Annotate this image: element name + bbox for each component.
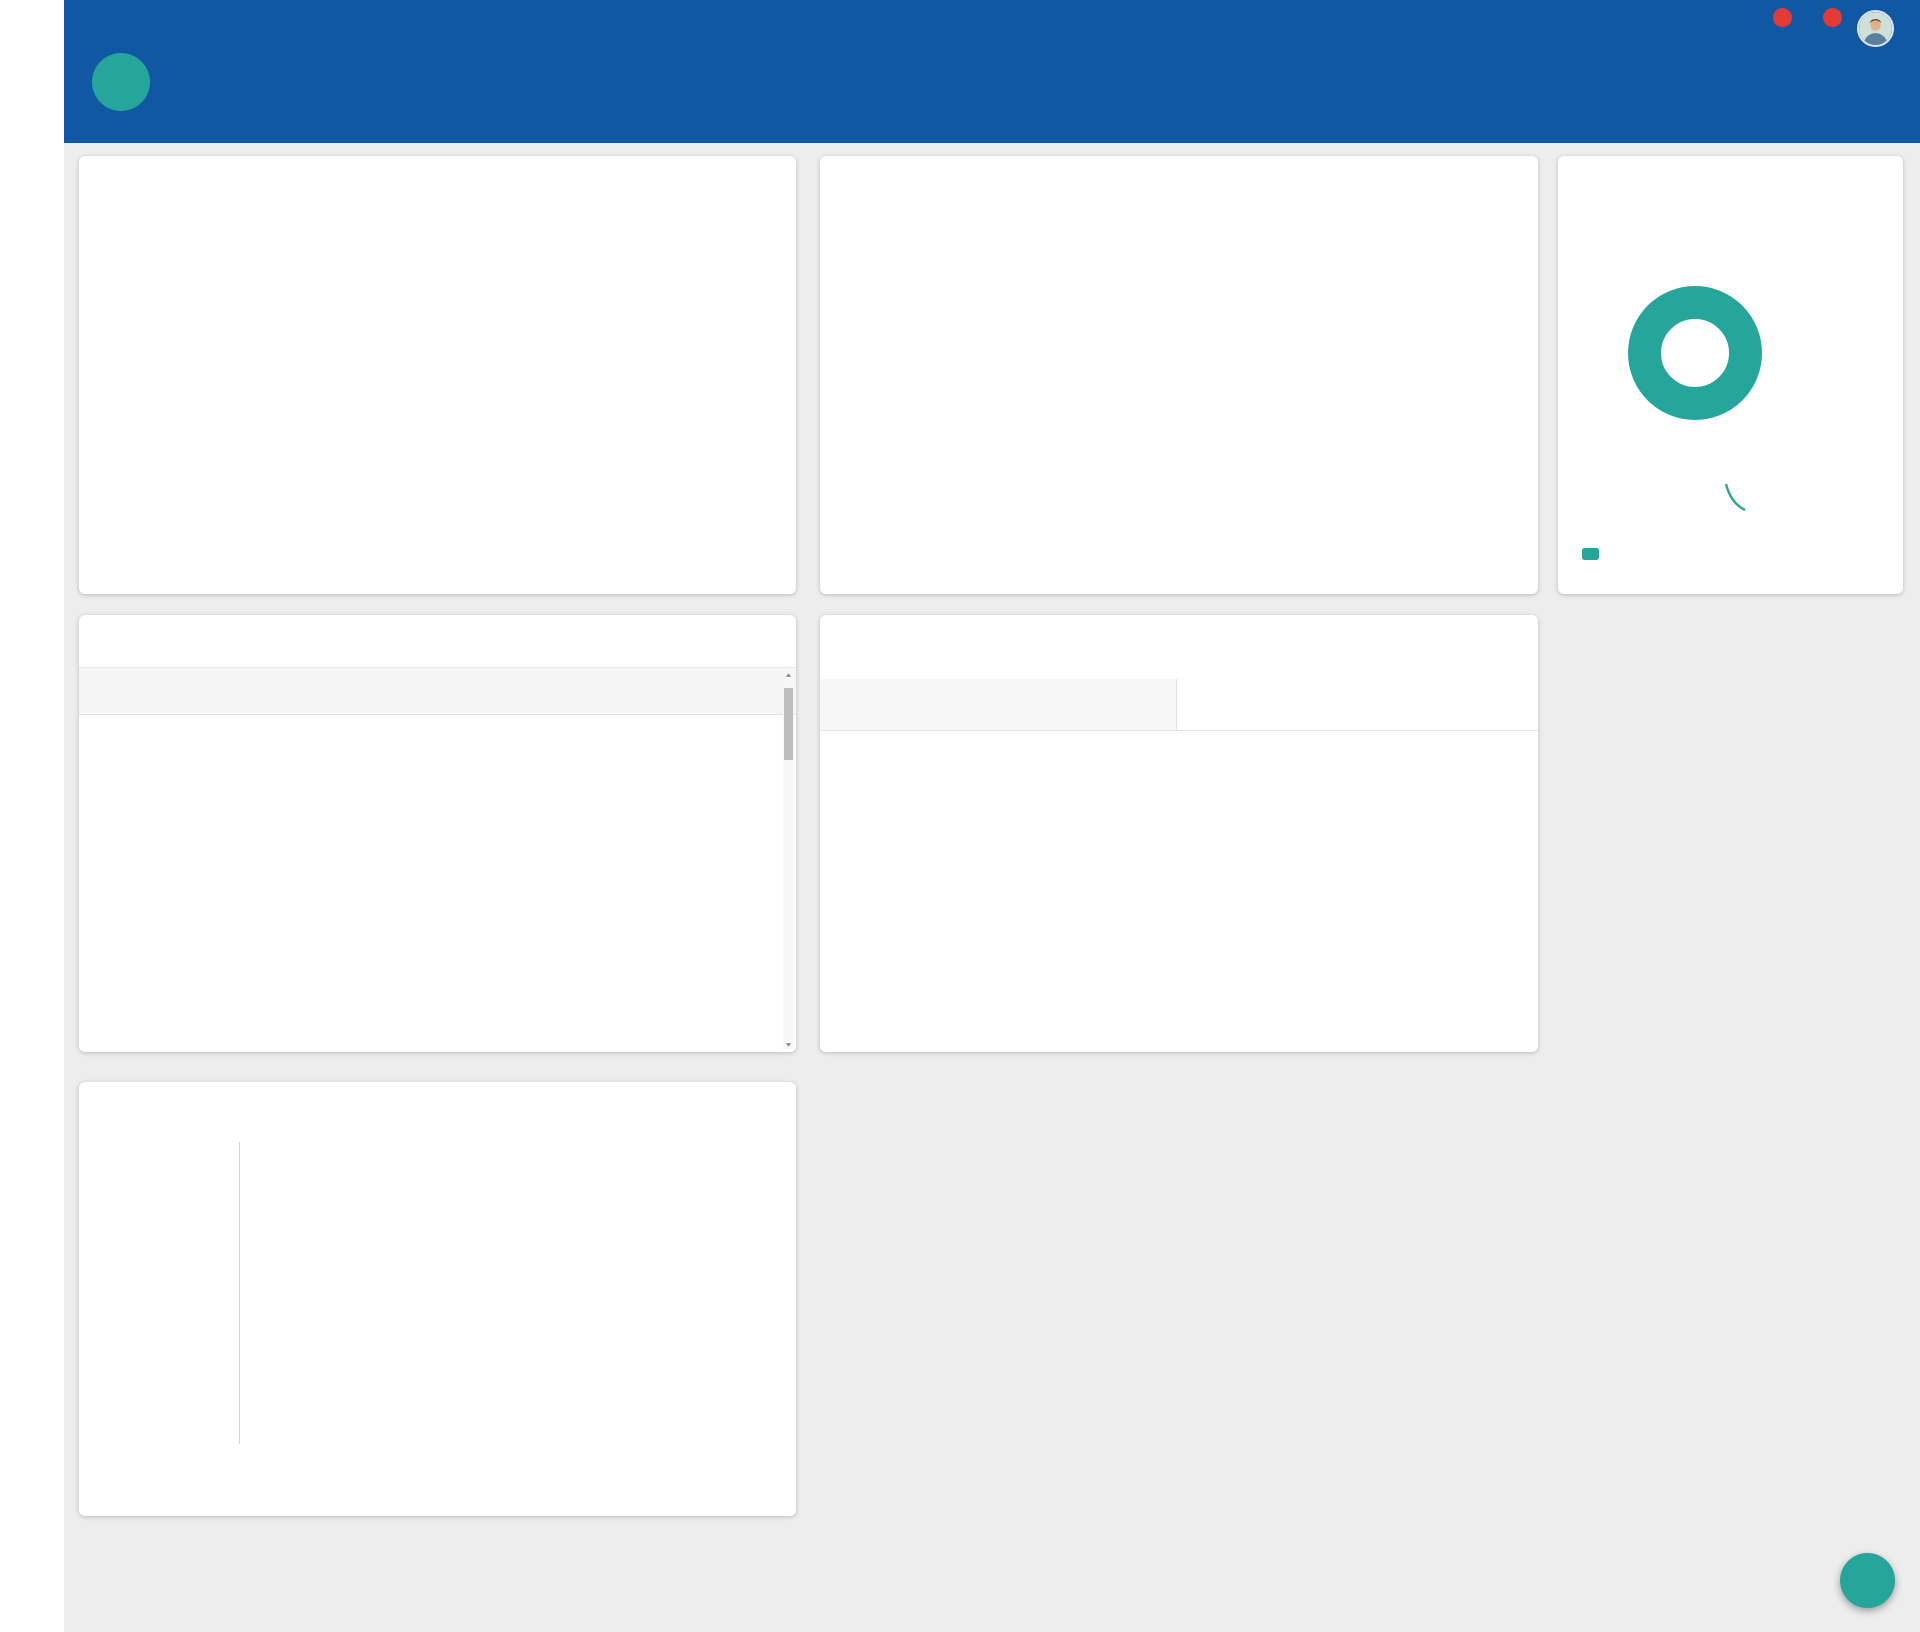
- refresh-icon[interactable]: [1760, 62, 1782, 84]
- app-header: [64, 0, 1920, 143]
- open-in-new-icon[interactable]: [1498, 631, 1518, 651]
- back-icon[interactable]: [92, 15, 116, 39]
- notifications-badge: [1823, 7, 1842, 27]
- weekly-table: [820, 679, 1538, 731]
- expand-icon[interactable]: [708, 1098, 728, 1118]
- expand-icon[interactable]: [1815, 172, 1835, 192]
- scrollbar-thumb[interactable]: [784, 688, 793, 760]
- messages-icon[interactable]: [1757, 7, 1792, 41]
- overdue-tasks-chart: [135, 184, 635, 375]
- open-in-new-icon[interactable]: [756, 172, 776, 192]
- open-in-new-icon[interactable]: [1498, 172, 1518, 192]
- table-header: [79, 667, 796, 715]
- header-nav-row: [64, 0, 1920, 54]
- expand-icon[interactable]: [1450, 172, 1470, 192]
- expand-icon[interactable]: [708, 631, 728, 651]
- scroll-up-icon[interactable]: [783, 668, 794, 680]
- more-menu-icon[interactable]: [1868, 62, 1890, 84]
- menu-button[interactable]: [0, 0, 64, 54]
- x-axis-ticks: [239, 1450, 647, 1464]
- card-actions: [1450, 631, 1518, 651]
- task-rows: [79, 715, 782, 1052]
- header-right-icons: [1757, 7, 1894, 47]
- open-in-new-icon[interactable]: [756, 631, 776, 651]
- card-overdue-tasks-list: [79, 615, 796, 1052]
- plus-icon: [1855, 1568, 1881, 1594]
- card-upcoming-activities-report: [820, 156, 1538, 594]
- legend-swatch: [1582, 548, 1599, 560]
- dashboard-icon: [106, 67, 136, 97]
- weekly-header-left-cell: [820, 679, 1177, 730]
- dashboard-header: [92, 53, 170, 111]
- sidebar: [0, 0, 64, 1632]
- add-button[interactable]: [1840, 1553, 1895, 1608]
- open-in-new-icon[interactable]: [1863, 172, 1883, 192]
- donut-center: [1628, 286, 1828, 486]
- card-actions: [1450, 172, 1518, 192]
- donut-callout-line: [1724, 483, 1746, 512]
- card-actions: [708, 1098, 776, 1118]
- chevron-right-icon[interactable]: [744, 684, 762, 702]
- legend-item[interactable]: [1582, 548, 1609, 560]
- scroll-down-icon[interactable]: [783, 1037, 794, 1049]
- card-actions: [708, 172, 776, 192]
- completed-activities-chart: [239, 1142, 647, 1444]
- notifications-icon[interactable]: [1807, 7, 1842, 41]
- dashboard-avatar: [92, 53, 150, 111]
- dashboard-actions: [1760, 62, 1890, 84]
- expand-icon[interactable]: [1450, 631, 1470, 651]
- scrollbar[interactable]: [783, 668, 794, 1049]
- menu-icon: [22, 17, 42, 37]
- expand-icon[interactable]: [708, 172, 728, 192]
- card-priority-report: [1558, 156, 1903, 594]
- card-actions: [708, 631, 776, 651]
- chart-legend: [1582, 548, 1609, 560]
- card-overdue-tasks-report: [79, 156, 796, 594]
- weekly-table-header: [820, 679, 1538, 731]
- open-in-new-icon[interactable]: [756, 1098, 776, 1118]
- card-weekly-view: [820, 615, 1538, 1052]
- dashboard-content: [64, 143, 1920, 1632]
- avatar[interactable]: [1857, 10, 1894, 47]
- card-actions: [1815, 172, 1883, 192]
- messages-badge: [1773, 7, 1792, 27]
- card-completed-activities-report: [79, 1082, 796, 1516]
- upcoming-activities-chart: [890, 242, 1272, 532]
- edit-icon[interactable]: [1814, 62, 1836, 84]
